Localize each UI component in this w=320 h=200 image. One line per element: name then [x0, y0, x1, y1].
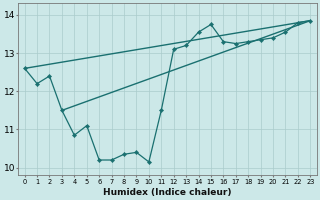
X-axis label: Humidex (Indice chaleur): Humidex (Indice chaleur) — [103, 188, 232, 197]
